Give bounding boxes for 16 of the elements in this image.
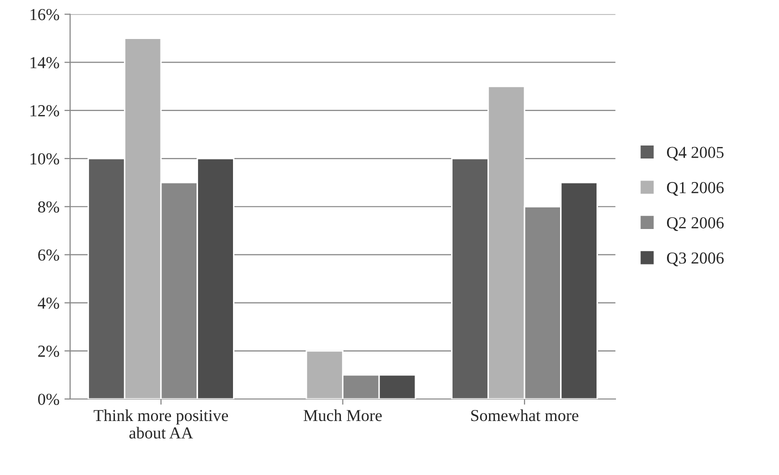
legend-label: Q3 2006 xyxy=(667,252,724,266)
y-tick-label: 2% xyxy=(38,346,60,357)
y-tick-label: 6% xyxy=(38,249,60,261)
y-tick-label: 0% xyxy=(38,394,60,405)
x-tick-label: Much More xyxy=(304,409,382,422)
legend-label: Q2 2006 xyxy=(667,217,724,231)
y-tick-label: 14% xyxy=(30,57,60,68)
y-tick-label: 10% xyxy=(30,153,60,165)
y-tick-label: 8% xyxy=(38,201,60,213)
legend-label: Q4 2005 xyxy=(667,146,724,161)
x-tick-label: Think more positive about AA xyxy=(94,409,228,439)
legend-label: Q1 2006 xyxy=(667,182,724,196)
x-tick-label: Somewhat more xyxy=(471,409,578,422)
y-tick-label: 16% xyxy=(30,8,60,20)
y-tick-label: 12% xyxy=(30,105,60,116)
y-tick-label: 4% xyxy=(38,298,60,309)
